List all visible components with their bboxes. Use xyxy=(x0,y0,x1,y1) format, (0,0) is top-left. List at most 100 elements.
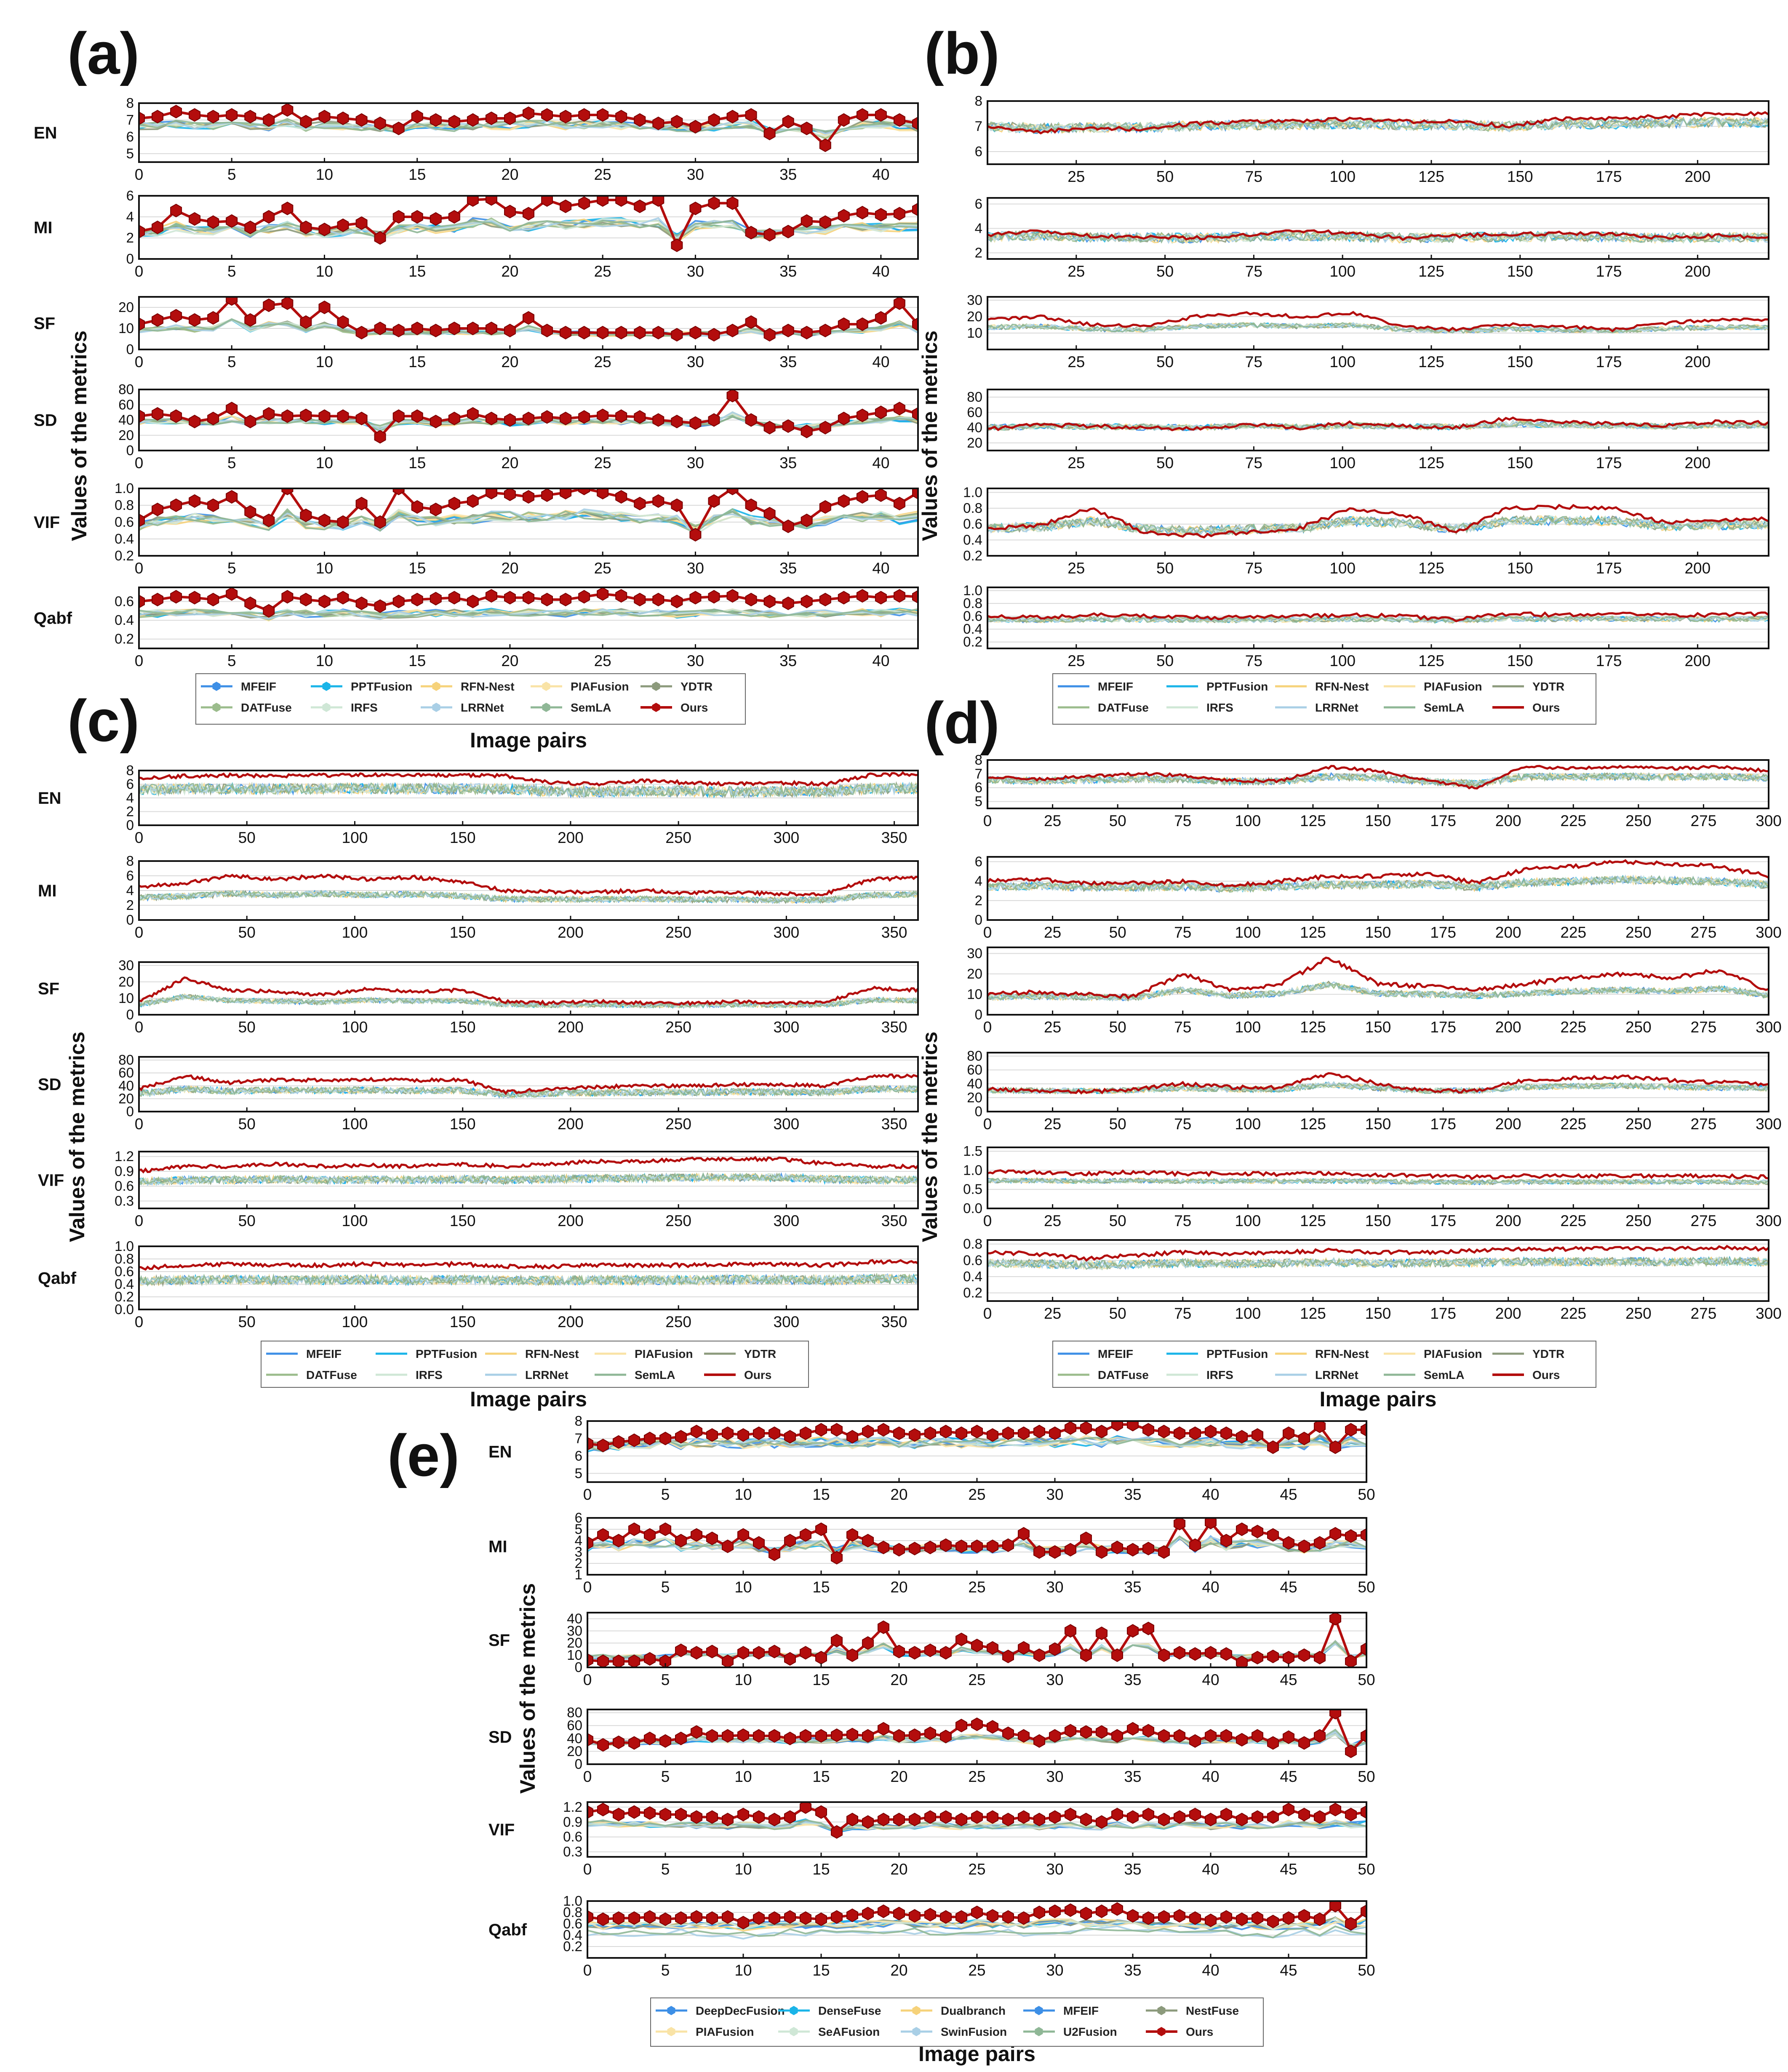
y-tick-label: 0.2 xyxy=(115,548,134,563)
ours-marker xyxy=(846,1528,858,1542)
ours-marker xyxy=(597,1654,609,1667)
ours-marker xyxy=(862,1424,874,1439)
legend-box xyxy=(1052,1341,1596,1388)
ours-marker xyxy=(1314,1729,1326,1743)
y-tick-label: 8 xyxy=(126,853,134,869)
ours-marker xyxy=(430,592,442,605)
series-group xyxy=(587,1901,1366,1940)
y-tick-label: 40 xyxy=(567,1611,582,1626)
ours-marker xyxy=(467,321,479,336)
series-group xyxy=(987,311,1769,334)
ours-marker xyxy=(1267,1528,1279,1542)
x-tick-label: 10 xyxy=(316,263,333,280)
y-tick-label: 60 xyxy=(967,1062,982,1077)
x-tick-label: 100 xyxy=(342,829,368,846)
y-tick-label: 10 xyxy=(118,320,134,336)
legend-marker xyxy=(212,703,221,712)
ours-marker xyxy=(706,1911,718,1925)
ours-marker xyxy=(745,315,757,329)
ours-marker xyxy=(1065,1808,1076,1821)
x-tick-label: 150 xyxy=(1365,1115,1391,1133)
ours-marker xyxy=(411,592,423,607)
x-tick-label: 50 xyxy=(1109,1115,1126,1133)
ours-marker xyxy=(1220,1910,1232,1924)
y-tick-label: 0 xyxy=(575,1659,582,1675)
ours-marker xyxy=(1205,1813,1217,1827)
legend-box xyxy=(195,673,746,725)
ours-marker xyxy=(170,203,182,218)
ours-marker xyxy=(856,108,868,122)
ours-marker xyxy=(987,1810,998,1824)
ours-marker xyxy=(784,1910,796,1924)
x-tick-label: 175 xyxy=(1430,924,1456,941)
ours-marker xyxy=(909,1541,921,1556)
x-tick-label: 15 xyxy=(408,166,426,183)
x-tick-label: 150 xyxy=(1365,1019,1391,1036)
x-tick-label: 40 xyxy=(872,166,889,183)
ours-marker xyxy=(355,325,368,340)
series-line-ours xyxy=(139,874,918,897)
ours-marker xyxy=(769,1547,780,1561)
ours-marker xyxy=(615,589,627,603)
ours-marker xyxy=(1267,1810,1279,1824)
series-group xyxy=(587,1421,1366,1454)
ours-marker xyxy=(613,1735,624,1749)
x-tick-label: 35 xyxy=(779,353,797,371)
ours-marker xyxy=(1314,1651,1326,1665)
y-tick-label: 4 xyxy=(975,873,982,889)
x-tick-label: 25 xyxy=(594,454,611,472)
ours-marker xyxy=(815,1729,827,1743)
x-tick-label: 0 xyxy=(983,1019,992,1036)
legend-label: DenseFuse xyxy=(818,2004,881,2017)
x-tick-label: 0 xyxy=(983,1115,992,1133)
ours-marker xyxy=(1049,1810,1061,1824)
y-axis-title: Values of the metrics xyxy=(918,331,942,541)
ours-marker xyxy=(1111,1902,1123,1916)
x-tick-label: 100 xyxy=(1329,454,1356,472)
x-tick-label: 75 xyxy=(1245,353,1262,371)
x-tick-label: 150 xyxy=(1507,652,1533,669)
x-tick-label: 35 xyxy=(779,166,797,183)
x-tick-label: 5 xyxy=(661,1962,670,1979)
ours-marker xyxy=(634,113,646,127)
legend-marker xyxy=(1035,2006,1043,2015)
ours-marker xyxy=(504,323,516,338)
ours-marker xyxy=(846,1648,858,1662)
ours-marker xyxy=(769,1813,780,1827)
ours-marker xyxy=(1127,1624,1139,1638)
metric-label: VIF xyxy=(488,1821,515,1839)
ours-marker xyxy=(1361,1805,1366,1819)
y-tick-label: 0 xyxy=(126,1007,134,1022)
ours-marker xyxy=(875,208,887,222)
ours-marker xyxy=(467,595,479,608)
ours-marker xyxy=(726,389,739,403)
x-tick-label: 50 xyxy=(238,1115,256,1133)
ours-marker xyxy=(152,313,163,327)
legend-label: PIAFusion xyxy=(1424,1347,1482,1360)
x-tick-label: 175 xyxy=(1596,263,1622,280)
series-group xyxy=(139,103,918,152)
ours-marker xyxy=(578,410,590,424)
x-tick-label: 15 xyxy=(812,1962,830,1979)
series-line-semla xyxy=(139,1085,918,1098)
x-tick-label: 25 xyxy=(968,1768,985,1785)
metric-label: SD xyxy=(38,1075,61,1094)
series-group xyxy=(587,1709,1366,1758)
x-tick-label: 50 xyxy=(1109,1305,1126,1322)
x-tick-label: 75 xyxy=(1245,652,1262,669)
ours-marker xyxy=(1049,1729,1061,1743)
x-tick-label: 15 xyxy=(812,1486,830,1503)
y-tick-label: 0.6 xyxy=(563,1916,582,1931)
ours-marker xyxy=(1111,1421,1123,1432)
legend-label: PIAFusion xyxy=(696,2025,754,2038)
ours-marker xyxy=(634,410,646,424)
ours-marker xyxy=(541,196,553,207)
ours-marker xyxy=(763,228,776,242)
ours-marker xyxy=(784,1731,796,1745)
metric-label: SD xyxy=(488,1728,512,1747)
x-tick-label: 15 xyxy=(408,353,426,371)
ours-marker xyxy=(587,1653,593,1667)
y-tick-label: 40 xyxy=(567,1731,582,1746)
ours-marker xyxy=(838,209,850,223)
ours-marker xyxy=(745,108,757,122)
